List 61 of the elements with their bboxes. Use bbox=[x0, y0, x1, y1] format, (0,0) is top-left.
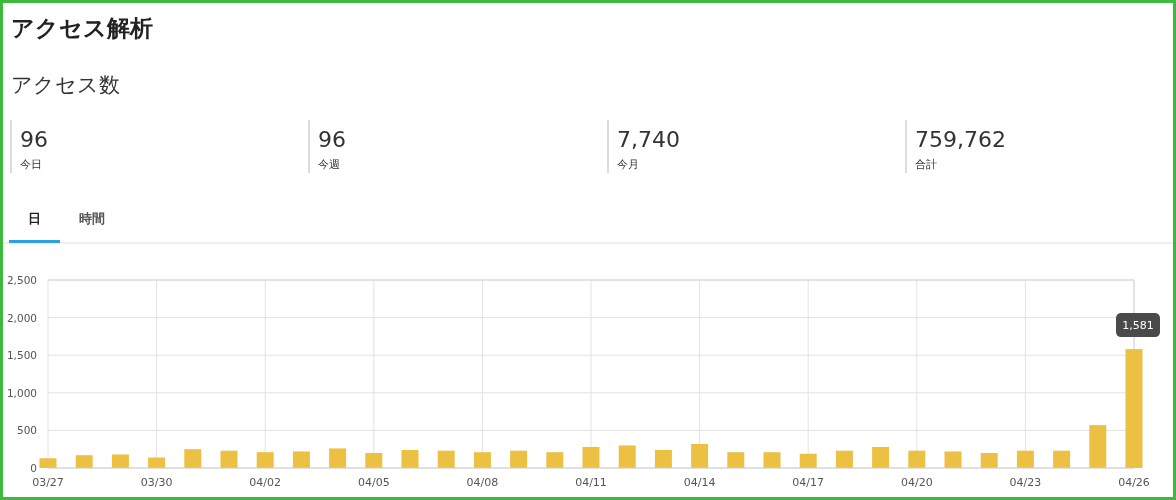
subtitle: アクセス数 bbox=[11, 73, 120, 97]
bar bbox=[618, 445, 636, 468]
x-tick-label: 03/30 bbox=[140, 476, 173, 489]
y-tick-label: 2,000 bbox=[6, 311, 37, 324]
bar bbox=[220, 450, 238, 468]
x-tick-label: 04/23 bbox=[1009, 476, 1042, 489]
x-tick-label: 04/17 bbox=[792, 476, 825, 489]
y-tick-label: 1,500 bbox=[6, 349, 37, 362]
y-tick-label: 2,500 bbox=[6, 274, 37, 286]
bar bbox=[39, 458, 57, 468]
bar bbox=[763, 452, 781, 468]
bar bbox=[75, 455, 93, 468]
bar bbox=[365, 452, 383, 468]
text: 96 bbox=[20, 127, 48, 152]
x-tick-label: 04/14 bbox=[683, 476, 716, 489]
text: 時間 bbox=[79, 211, 105, 226]
x-tick-label: 04/02 bbox=[249, 476, 282, 489]
bar bbox=[437, 450, 455, 468]
bar bbox=[1125, 349, 1143, 468]
bar bbox=[1053, 450, 1071, 468]
x-tick-label: 03/27 bbox=[32, 476, 64, 489]
bar bbox=[184, 449, 202, 468]
bar bbox=[473, 452, 491, 468]
bar bbox=[111, 454, 129, 468]
data-label: 1,581 bbox=[1122, 319, 1154, 333]
bar bbox=[727, 452, 745, 468]
bar bbox=[944, 451, 962, 468]
bar bbox=[1016, 450, 1034, 468]
bar bbox=[799, 453, 817, 468]
bar bbox=[148, 457, 166, 468]
y-tick-label: 1,000 bbox=[6, 386, 37, 399]
text: 日 bbox=[27, 211, 41, 226]
bar bbox=[256, 452, 274, 468]
title: アクセス解析 bbox=[11, 15, 153, 41]
x-tick-label: 04/11 bbox=[575, 476, 607, 489]
bar bbox=[980, 452, 998, 468]
text: 合計 bbox=[915, 158, 937, 171]
bar bbox=[654, 449, 672, 468]
text: 今週 bbox=[318, 158, 340, 171]
y-tick-label: 500 bbox=[16, 424, 37, 437]
bar bbox=[1089, 425, 1107, 468]
bar bbox=[691, 443, 709, 468]
bar bbox=[546, 452, 564, 468]
bar bbox=[401, 449, 419, 468]
x-tick-label: 04/26 bbox=[1118, 476, 1150, 489]
bar bbox=[329, 448, 347, 468]
text: 7,740 bbox=[617, 127, 680, 152]
text: 今日 bbox=[20, 158, 42, 171]
text: 96 bbox=[318, 127, 346, 152]
text: 今月 bbox=[617, 158, 639, 171]
bar bbox=[292, 451, 310, 468]
text: 759,762 bbox=[915, 127, 1006, 152]
x-tick-label: 04/08 bbox=[466, 476, 499, 489]
bar bbox=[510, 450, 528, 468]
x-tick-label: 04/05 bbox=[357, 476, 390, 489]
x-tick-label: 04/20 bbox=[900, 476, 933, 489]
bar bbox=[872, 446, 890, 468]
bar bbox=[582, 446, 600, 468]
bar bbox=[835, 450, 853, 468]
bar bbox=[908, 450, 926, 468]
y-tick-label: 0 bbox=[30, 462, 37, 474]
